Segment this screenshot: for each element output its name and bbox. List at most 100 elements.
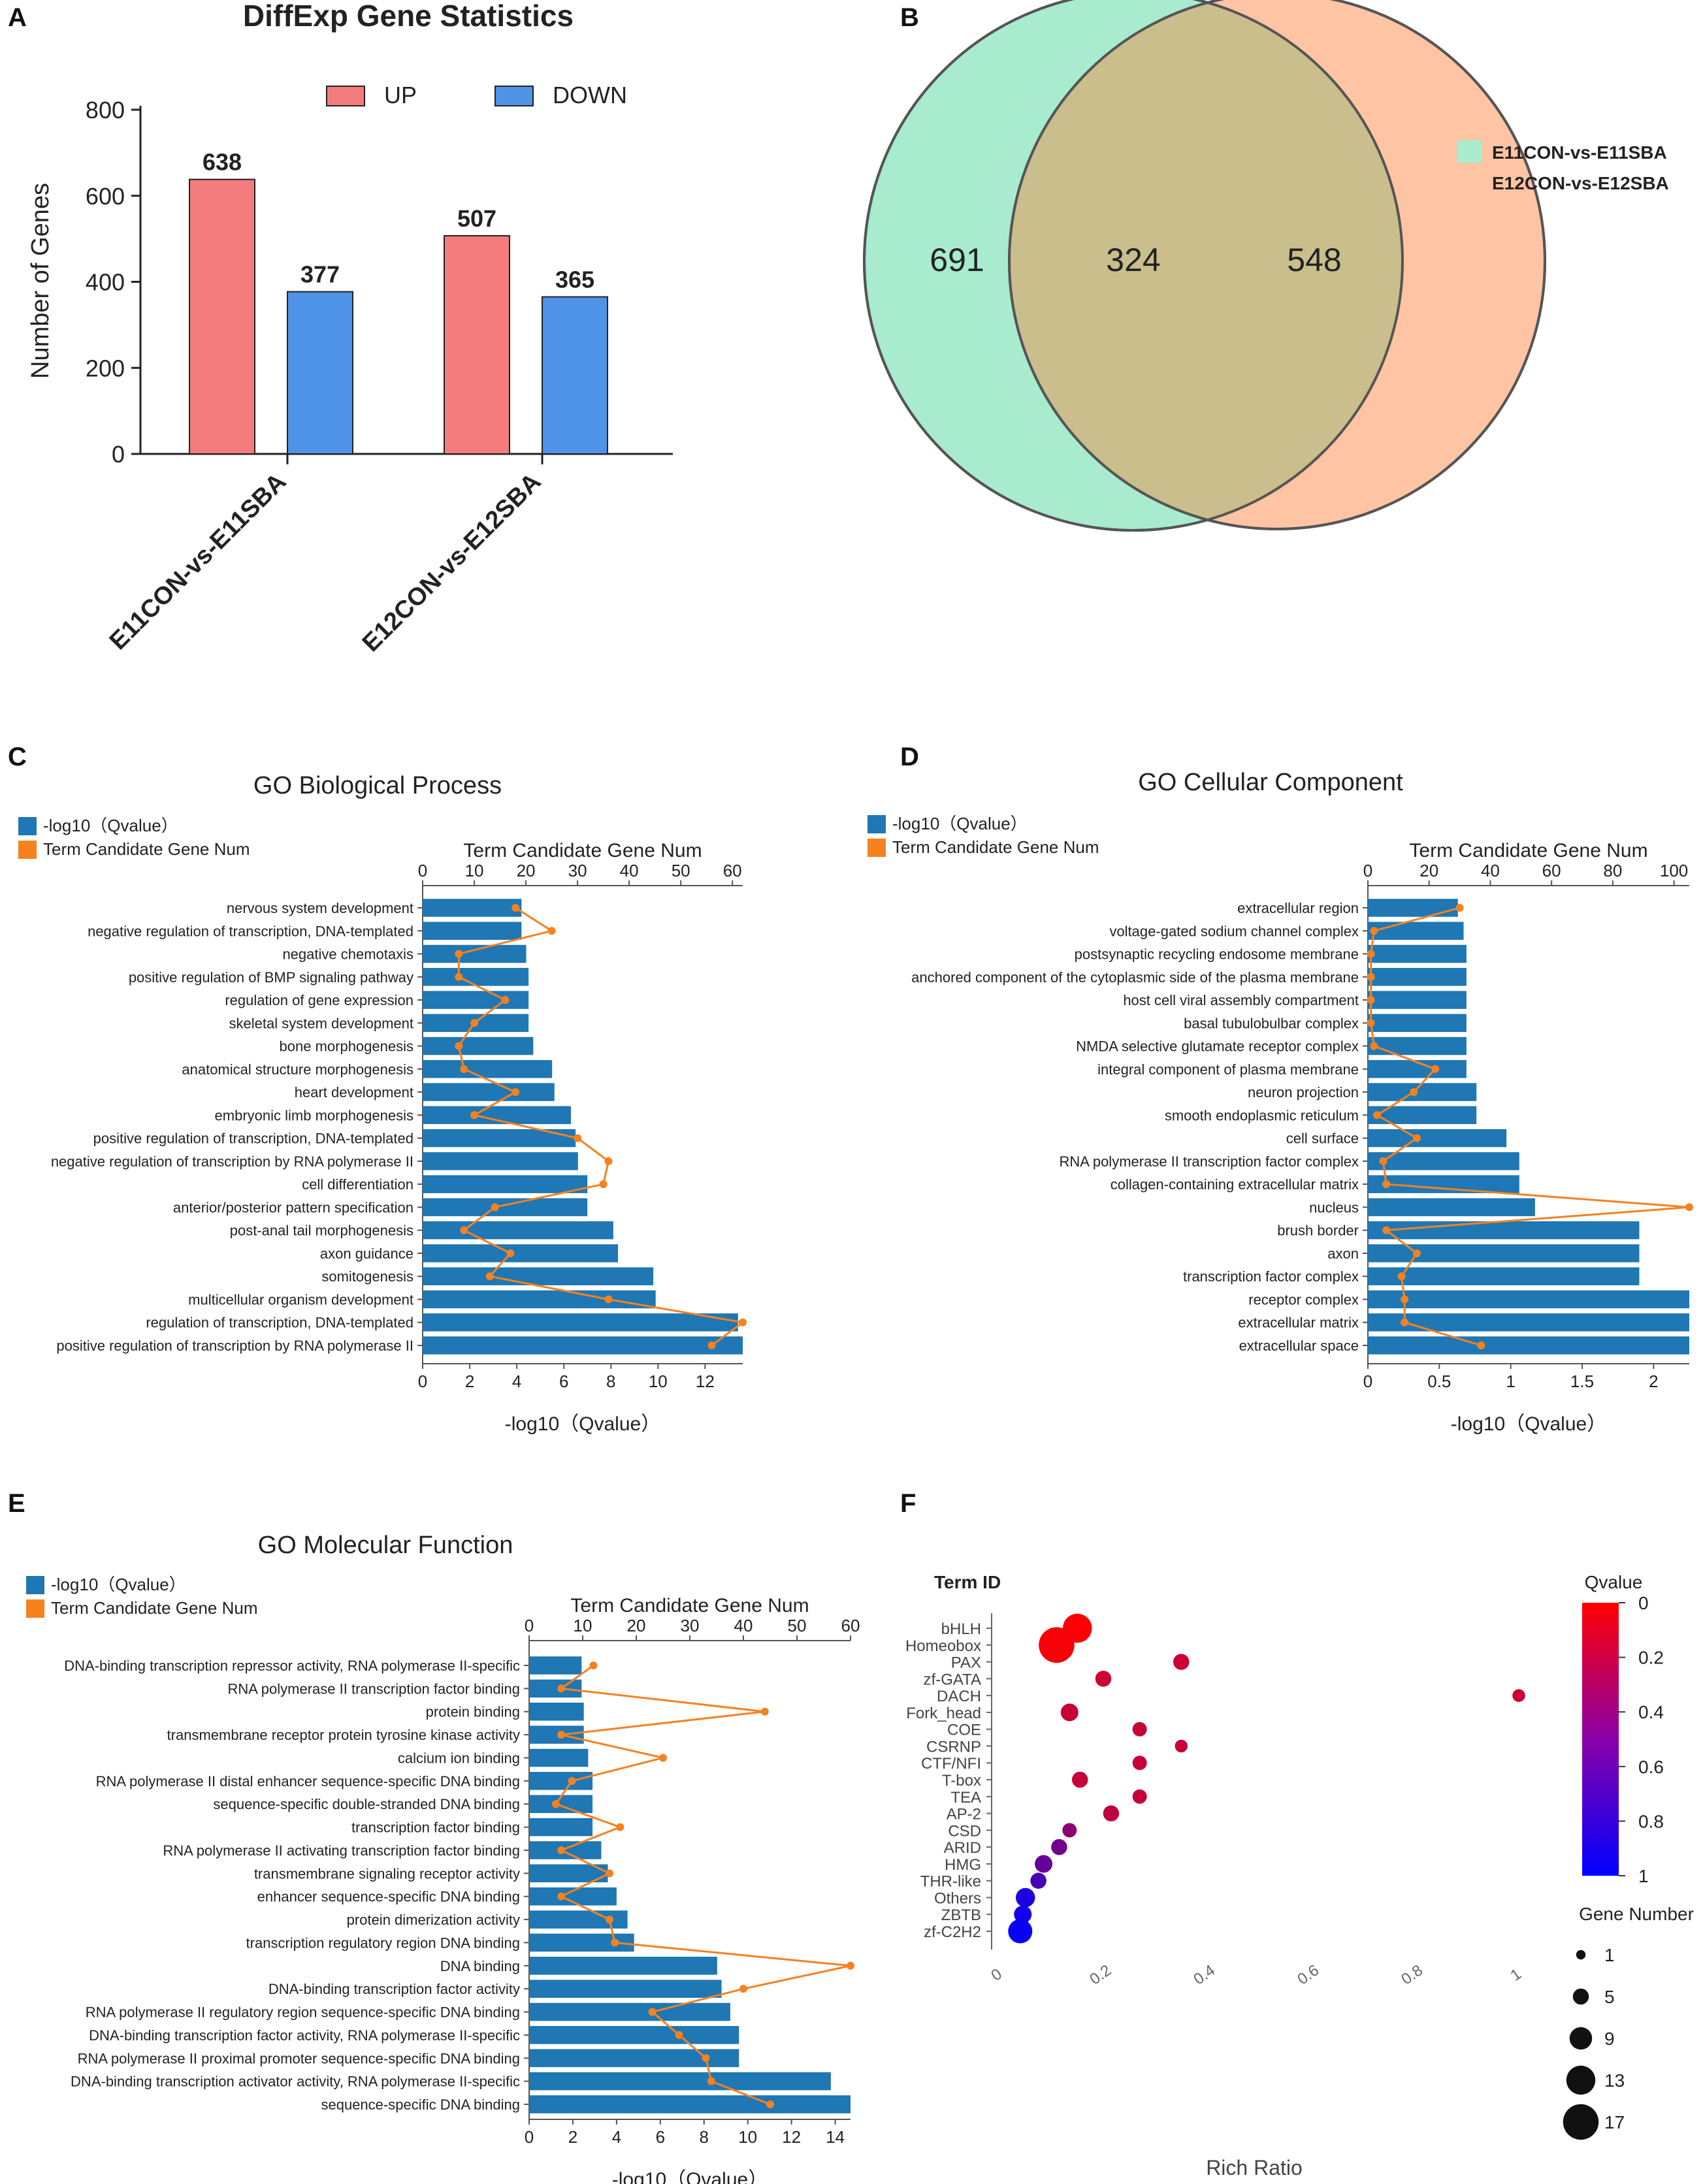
venn-legend-label-right: E12CON-vs-E12SBA xyxy=(1492,173,1669,193)
top-tick-label: 20 xyxy=(627,1616,646,1635)
venn-legend-label-left: E11CON-vs-E11SBA xyxy=(1492,142,1667,163)
bottom-tick-label: 8 xyxy=(606,1372,615,1391)
bar-qvalue-e-0 xyxy=(529,1656,582,1675)
bubble-5 xyxy=(1060,1703,1079,1722)
top-tick-label: 50 xyxy=(788,1616,807,1635)
colorbar-tick-label: 0.4 xyxy=(1638,1702,1664,1722)
x-tick-label-f: 0.2 xyxy=(1086,1961,1114,1988)
gene-number-legend-title: Gene Number xyxy=(1579,1904,1694,1924)
term-label: transcription factor complex xyxy=(1183,1268,1359,1285)
top-axis-title-c: Term Candidate Gene Num xyxy=(463,840,702,861)
panel-label-e: E xyxy=(8,1489,25,1518)
term-label: host cell viral assembly compartment xyxy=(1123,992,1359,1008)
term-label: axon xyxy=(1327,1245,1359,1262)
legend-swatch-gene-num-e xyxy=(26,1599,44,1618)
term-id-label: PAX xyxy=(951,1654,981,1672)
term-id-label: THR-like xyxy=(920,1873,981,1891)
term-label: axon guidance xyxy=(320,1245,414,1262)
bar-qvalue-c-8 xyxy=(423,1083,555,1101)
bar-qvalue-c-11 xyxy=(423,1152,578,1170)
colorbar-tick-label: 0.6 xyxy=(1638,1757,1664,1777)
gene-num-point-e-12 xyxy=(611,1938,619,1947)
gene-num-point-d-15 xyxy=(1412,1249,1421,1257)
top-tick-label: 100 xyxy=(1660,861,1688,880)
top-tick-label: 80 xyxy=(1603,861,1622,880)
x-axis-label-c: -log10（Qvalue） xyxy=(505,1413,660,1435)
gene-num-line-c xyxy=(457,907,745,1347)
bar-qvalue-e-8 xyxy=(529,1841,602,1859)
top-tick-label: 0 xyxy=(1363,861,1372,880)
term-id-label: zf-C2H2 xyxy=(924,1923,981,1941)
bottom-tick-label: 1 xyxy=(1506,1372,1515,1391)
legend-label-qvalue: -log10（Qvalue） xyxy=(51,1575,186,1594)
term-label: neuron projection xyxy=(1248,1084,1359,1100)
bar-qvalue-c-19 xyxy=(423,1336,743,1355)
gene-num-point-c-1 xyxy=(547,927,556,935)
x-tick-label-f: 0.4 xyxy=(1190,1961,1218,1988)
bar-qvalue-e-16 xyxy=(529,2026,739,2044)
gene-num-point-c-9 xyxy=(470,1111,479,1119)
bar-qvalue-e-13 xyxy=(529,1956,717,1975)
term-id-label: CSRNP xyxy=(926,1738,981,1756)
gene-num-point-d-1 xyxy=(1370,927,1378,935)
gene-num-point-e-1 xyxy=(557,1684,566,1693)
term-label: nervous system development xyxy=(227,900,414,916)
term-label: NMDA selective glutamate receptor comple… xyxy=(1076,1038,1359,1055)
term-label: sequence-specific DNA binding xyxy=(321,2096,520,2113)
gene-num-point-c-16 xyxy=(485,1272,494,1281)
term-label: RNA polymerase II activating transcripti… xyxy=(163,1842,520,1859)
bar-down-0 xyxy=(287,291,353,455)
bottom-tick-label: 0 xyxy=(1363,1372,1372,1391)
bar-qvalue-c-13 xyxy=(423,1198,588,1217)
term-id-label: ZBTB xyxy=(941,1906,981,1924)
term-label: protein dimerization activity xyxy=(347,1912,520,1928)
bubble-1 xyxy=(1039,1627,1075,1663)
bar-qvalue-c-7 xyxy=(423,1060,553,1078)
top-tick-label: 30 xyxy=(681,1616,700,1635)
term-id-label: COE xyxy=(947,1722,981,1739)
venn-legend-swatch-left xyxy=(1457,140,1482,163)
gene-num-point-c-13 xyxy=(491,1203,499,1212)
term-label: receptor complex xyxy=(1248,1291,1359,1308)
top-axis-title-e: Term Candidate Gene Num xyxy=(570,1595,809,1616)
term-label: DNA-binding transcription factor activit… xyxy=(89,2027,520,2044)
gene-num-point-d-7 xyxy=(1431,1065,1440,1073)
bar-qvalue-d-14 xyxy=(1368,1221,1640,1240)
size-legend-dot-4 xyxy=(1563,2104,1599,2140)
term-label: transcription regulatory region DNA bind… xyxy=(246,1935,520,1951)
legend-swatch-a-1 xyxy=(495,86,534,106)
gene-num-point-e-4 xyxy=(659,1754,667,1762)
term-label: DNA-binding transcription activator acti… xyxy=(71,2074,520,2090)
term-label: positive regulation of BMP signaling pat… xyxy=(129,969,414,986)
bar-qvalue-c-2 xyxy=(423,944,527,963)
bottom-tick-label: 8 xyxy=(700,2127,709,2147)
bar-qvalue-e-14 xyxy=(529,1980,722,1998)
chart-title-d: GO Cellular Component xyxy=(1138,769,1403,796)
bar-qvalue-c-9 xyxy=(423,1106,571,1125)
panel-label-b: B xyxy=(900,3,919,32)
gene-num-point-d-17 xyxy=(1401,1295,1409,1304)
term-label: DNA binding xyxy=(440,1958,520,1974)
term-label: RNA polymerase II regulatory region sequ… xyxy=(86,2004,520,2021)
term-label: voltage-gated sodium channel complex xyxy=(1109,923,1359,939)
gene-num-point-e-9 xyxy=(606,1869,613,1878)
legend-label-gene-num: Term Candidate Gene Num xyxy=(51,1598,257,1618)
bottom-tick-label: 0 xyxy=(525,2127,534,2147)
bar-qvalue-d-10 xyxy=(1368,1129,1507,1148)
term-id-label: HMG xyxy=(945,1856,981,1874)
top-tick-label: 40 xyxy=(1481,861,1500,880)
bubble-3 xyxy=(1095,1671,1112,1687)
bottom-tick-label: 0.5 xyxy=(1427,1372,1451,1391)
bar-qvalue-c-16 xyxy=(423,1267,654,1285)
venn-value-overlap: 324 xyxy=(1106,242,1160,278)
gene-num-point-d-6 xyxy=(1370,1042,1378,1050)
colorbar-tick-label: 0.8 xyxy=(1638,1811,1664,1831)
gene-num-point-c-6 xyxy=(455,1042,463,1050)
gene-num-point-e-10 xyxy=(557,1892,566,1901)
term-label: positive regulation of transcription by … xyxy=(56,1338,414,1354)
bar-qvalue-d-8 xyxy=(1368,1083,1477,1101)
bar-value-label: 365 xyxy=(555,266,594,293)
term-label: basal tubulobulbar complex xyxy=(1184,1015,1359,1031)
top-tick-label: 0 xyxy=(418,861,427,880)
bar-qvalue-e-4 xyxy=(529,1748,589,1767)
